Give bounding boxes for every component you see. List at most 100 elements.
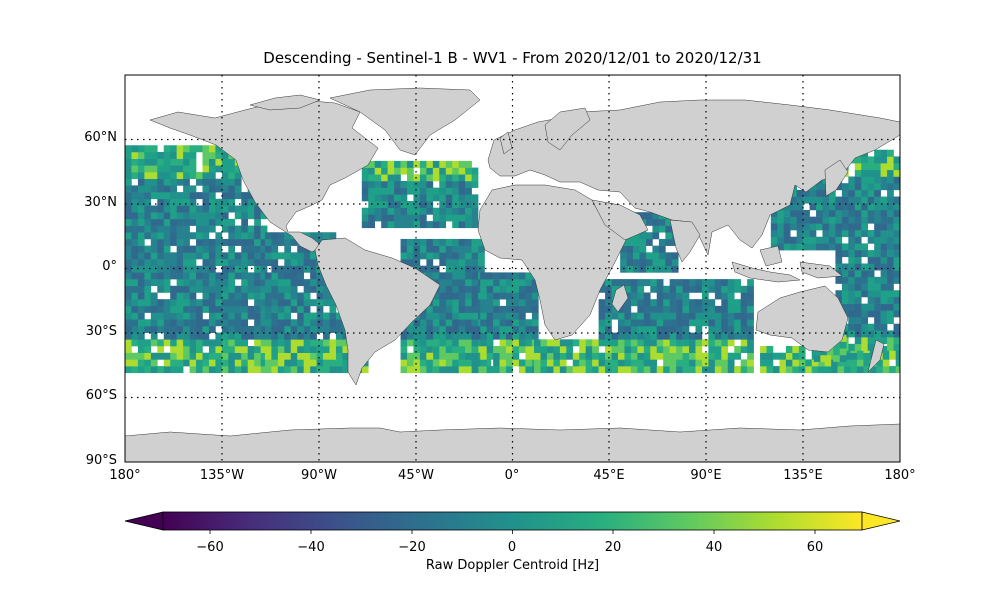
data-cell [208,205,216,213]
data-cell [137,232,145,240]
data-cell [605,352,612,360]
data-cell [400,221,408,229]
data-cell [432,352,440,360]
data-cell [170,151,177,159]
data-cell [480,339,487,347]
data-cell [290,265,298,273]
data-cell [439,352,447,360]
data-cell [144,259,152,267]
data-cell [439,180,447,188]
data-cell [234,299,242,307]
data-cell [458,167,466,175]
data-cell [271,352,279,360]
data-cell [811,366,819,374]
data-cell [290,339,298,347]
data-cell [419,221,427,229]
data-cell [665,225,673,233]
data-cell [228,225,236,233]
data-cell [374,214,382,222]
data-cell [848,189,856,197]
data-cell [639,259,647,267]
data-cell [867,209,875,217]
data-cell [643,346,651,354]
data-cell [196,272,203,280]
data-cell [407,252,414,260]
data-cell [176,272,184,280]
data-cell [471,312,479,320]
data-cell [208,158,216,166]
data-cell [887,163,894,171]
data-cell [796,230,804,238]
data-cell [701,285,709,293]
data-cell [458,194,466,202]
data-cell [458,359,466,367]
data-cell [361,214,369,222]
new-guinea [799,261,843,279]
data-cell [189,185,197,193]
data-cell [176,232,184,240]
data-cell [157,178,165,186]
data-cell [445,332,453,340]
data-cell [465,346,472,354]
data-cell [493,292,500,300]
data-cell [202,158,210,166]
data-cell [125,366,132,374]
data-cell [189,279,197,287]
data-cell [432,221,440,229]
data-cell [170,292,177,300]
data-cell [458,245,466,253]
data-cell [835,263,843,271]
data-cell [734,366,741,374]
data-cell [247,325,255,333]
data-cell [254,259,261,267]
data-cell [887,317,894,325]
data-cell [770,223,778,231]
data-cell [465,214,472,222]
data-cell [747,292,754,300]
data-cell [202,305,210,313]
data-cell [196,205,203,213]
data-cell [835,236,843,244]
data-cell [247,238,255,246]
data-cell [183,165,190,173]
data-cell [893,230,900,238]
data-cell [637,366,645,374]
data-cell [734,312,741,320]
data-cell [400,332,408,340]
data-cell [880,236,888,244]
data-cell [189,151,197,159]
data-cell [637,319,645,327]
data-cell [290,299,298,307]
data-cell [458,252,466,260]
data-cell [458,238,466,246]
data-cell [196,145,203,153]
data-cell [445,214,453,222]
data-cell [458,352,466,360]
data-cell [400,366,408,374]
data-cell [624,312,632,320]
data-cell [486,305,494,313]
data-cell [432,207,440,215]
data-cell [131,305,139,313]
data-cell [506,346,513,354]
data-cell [157,205,165,213]
data-cell [826,348,834,356]
data-cell [605,279,612,287]
data-cell [131,225,139,233]
data-cell [893,203,900,211]
data-cell [303,279,311,287]
data-cell [499,272,507,280]
data-cell [880,216,888,224]
data-cell [671,259,679,267]
data-cell [284,352,292,360]
data-cell [290,292,298,300]
data-cell [170,252,177,260]
data-cell [848,270,856,278]
data-cell [323,232,330,240]
data-cell [254,272,261,280]
data-cell [652,225,660,233]
data-cell [221,332,229,340]
data-cell [854,156,862,164]
data-cell [721,352,729,360]
data-cell [656,346,664,354]
